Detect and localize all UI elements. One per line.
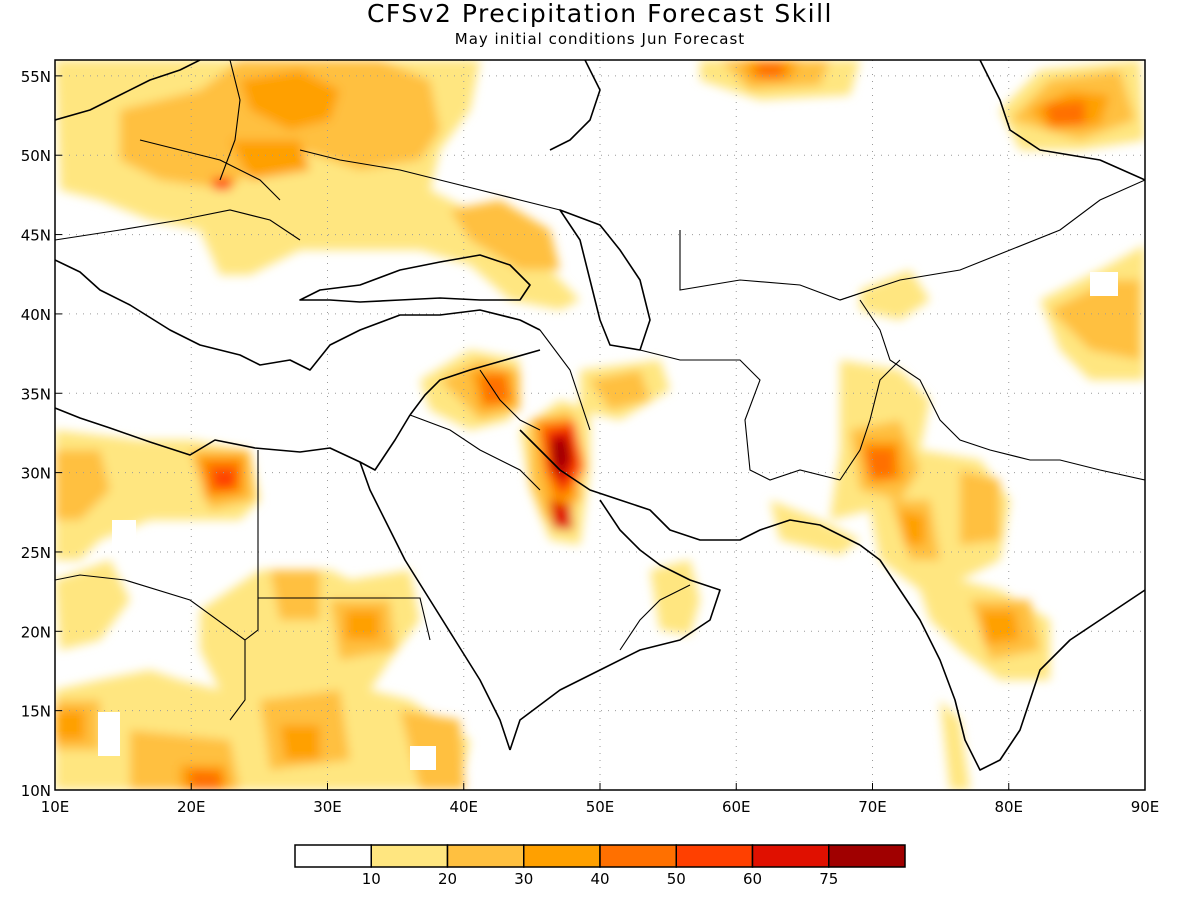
chart-subtitle: May initial conditions Jun Forecast bbox=[454, 30, 746, 48]
y-tick-label: 20N bbox=[21, 623, 51, 641]
coastlines bbox=[55, 60, 1145, 771]
colorbar-swatch bbox=[446, 844, 525, 868]
colorbar-swatch bbox=[751, 844, 830, 868]
x-tick-label: 80E bbox=[994, 798, 1023, 816]
y-tick-label: 30N bbox=[21, 465, 51, 483]
x-tick-label: 20E bbox=[177, 798, 206, 816]
colorbar-label: 30 bbox=[514, 870, 533, 888]
y-tick-label: 50N bbox=[21, 147, 51, 165]
y-tick-label: 45N bbox=[21, 227, 51, 245]
skill-shading bbox=[55, 60, 1145, 790]
colorbar: 10 20 30 40 50 60 75 bbox=[294, 844, 906, 888]
x-tick-label: 40E bbox=[449, 798, 478, 816]
x-tick-label: 60E bbox=[722, 798, 751, 816]
colorbar-swatch bbox=[523, 844, 601, 868]
chart-title: CFSv2 Precipitation Forecast Skill bbox=[366, 0, 834, 28]
colorbar-label: 75 bbox=[819, 870, 838, 888]
x-tick-label: 90E bbox=[1131, 798, 1160, 816]
country-borders bbox=[55, 60, 1145, 721]
colorbar-swatch bbox=[828, 844, 906, 868]
colorbar-label: 10 bbox=[362, 870, 381, 888]
colorbar-label: 40 bbox=[590, 870, 609, 888]
y-tick-label: 25N bbox=[21, 544, 51, 562]
x-tick-label: 50E bbox=[586, 798, 615, 816]
colorbar-label: 60 bbox=[743, 870, 762, 888]
colorbar-label: 50 bbox=[667, 870, 686, 888]
colorbar-label: 20 bbox=[438, 870, 457, 888]
colorbar-swatch bbox=[294, 844, 372, 868]
x-tick-label: 10E bbox=[41, 798, 70, 816]
colorbar-swatch bbox=[599, 844, 677, 868]
y-tick-label: 35N bbox=[21, 385, 51, 403]
y-tick-label: 55N bbox=[21, 68, 51, 86]
axis-ticks: 10E 20E 30E 40E 50E 60E 70E 80E 90E 10N 15N 20N 25N 3… bbox=[21, 68, 1160, 816]
colorbar-swatch bbox=[370, 844, 449, 868]
graticule bbox=[55, 60, 1145, 790]
colorbar-swatch bbox=[675, 844, 754, 868]
x-tick-label: 70E bbox=[858, 798, 887, 816]
y-tick-label: 40N bbox=[21, 306, 51, 324]
y-tick-label: 15N bbox=[21, 703, 51, 721]
x-tick-label: 30E bbox=[313, 798, 342, 816]
y-tick-label: 10N bbox=[21, 782, 51, 800]
